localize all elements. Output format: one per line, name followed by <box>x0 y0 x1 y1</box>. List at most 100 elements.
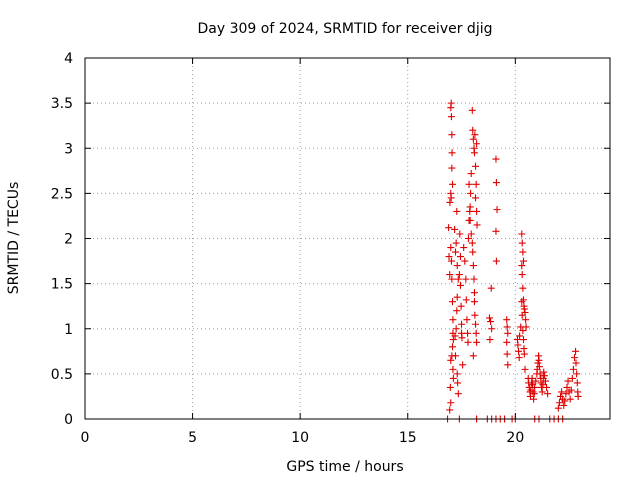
data-point <box>465 180 473 188</box>
data-point <box>466 207 474 215</box>
data-point <box>561 397 569 405</box>
data-point <box>503 323 511 331</box>
data-point <box>448 131 456 139</box>
data-point <box>472 320 480 328</box>
data-point <box>472 329 480 337</box>
data-point <box>456 253 464 261</box>
y-tick-label: 3 <box>64 141 73 157</box>
data-point <box>468 106 476 114</box>
data-point <box>449 365 457 373</box>
data-point <box>469 352 477 360</box>
data-point <box>555 399 563 407</box>
data-point <box>541 377 549 385</box>
y-axis: 0 0.5 1 1.5 2 2.5 3 3.5 4 <box>51 51 610 428</box>
data-point <box>454 379 462 387</box>
y-tick-label: 4 <box>64 51 73 67</box>
data-point <box>573 370 581 378</box>
data-point <box>447 99 455 107</box>
data-point <box>536 370 544 378</box>
y-tick-label: 2.5 <box>51 186 73 202</box>
data-point <box>451 225 459 233</box>
data-point <box>448 164 456 172</box>
data-point <box>539 381 547 389</box>
x-axis: 0 5 10 15 20 <box>81 58 524 446</box>
data-point <box>473 221 481 229</box>
data-point <box>453 207 461 215</box>
data-point <box>453 370 461 378</box>
data-point <box>471 131 479 139</box>
data-point <box>560 401 568 409</box>
x-tick-label: 15 <box>399 430 417 446</box>
data-point <box>463 316 471 324</box>
data-point <box>503 316 511 324</box>
data-point <box>530 395 538 403</box>
data-point <box>462 275 470 283</box>
data-point <box>543 383 551 391</box>
y-tick-label: 0 <box>64 412 73 428</box>
data-point <box>518 311 526 319</box>
data-point <box>473 338 481 346</box>
data-point <box>446 198 454 206</box>
data-point <box>504 361 512 369</box>
data-point <box>456 281 464 289</box>
data-point <box>449 316 457 324</box>
data-point <box>528 374 536 382</box>
data-point <box>461 257 469 265</box>
data-point <box>492 179 500 187</box>
data-point <box>470 289 478 297</box>
data-point <box>568 374 576 382</box>
data-point <box>516 332 524 340</box>
data-point <box>514 341 522 349</box>
data-point <box>487 284 495 292</box>
data-point <box>518 239 526 247</box>
data-point <box>473 140 481 148</box>
data-point <box>544 390 552 398</box>
data-point <box>452 248 460 256</box>
y-axis-label: SRMTID / TECUs <box>6 182 22 295</box>
data-point <box>518 271 526 279</box>
data-point <box>448 149 456 157</box>
data-point <box>447 257 455 265</box>
data-point <box>449 343 456 351</box>
data-point <box>518 262 526 270</box>
data-point <box>538 388 546 396</box>
data-point <box>486 336 494 344</box>
data-point <box>503 338 511 346</box>
data-point <box>519 327 527 335</box>
data-point <box>449 180 456 188</box>
data-point <box>467 170 475 178</box>
data-point <box>472 180 480 188</box>
data-point <box>464 338 472 346</box>
data-point <box>531 383 539 391</box>
x-tick-label: 5 <box>188 430 197 446</box>
data-point <box>447 113 455 121</box>
data-point <box>532 377 540 385</box>
data-point <box>519 248 527 256</box>
data-point <box>449 336 457 344</box>
data-point <box>554 404 562 412</box>
data-point <box>453 262 461 270</box>
data-point <box>445 224 453 232</box>
data-point <box>503 350 511 358</box>
data-point <box>446 383 454 391</box>
data-point <box>469 126 477 134</box>
data-point <box>493 206 501 214</box>
data-point <box>458 329 466 337</box>
data-point <box>451 332 459 340</box>
data-point <box>469 248 477 256</box>
y-tick-label: 3.5 <box>51 96 73 112</box>
data-point <box>453 307 461 315</box>
data-point <box>470 298 478 306</box>
y-tick-label: 1.5 <box>51 277 73 293</box>
data-point <box>468 239 476 247</box>
data-point <box>567 386 575 394</box>
data-point <box>520 350 528 358</box>
data-point <box>492 155 500 163</box>
grid <box>85 58 610 419</box>
data-point <box>519 284 527 292</box>
data-point <box>466 216 474 224</box>
data-point <box>469 262 477 270</box>
data-point <box>570 354 578 362</box>
data-point <box>446 271 454 279</box>
data-point <box>472 194 480 202</box>
